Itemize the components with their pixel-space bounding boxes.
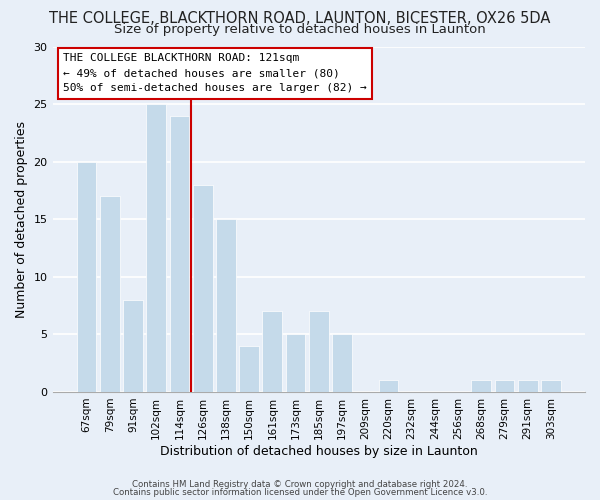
Bar xyxy=(146,104,166,392)
Bar xyxy=(518,380,538,392)
Bar xyxy=(541,380,561,392)
Bar xyxy=(170,116,190,392)
Text: Size of property relative to detached houses in Launton: Size of property relative to detached ho… xyxy=(114,22,486,36)
Text: Contains public sector information licensed under the Open Government Licence v3: Contains public sector information licen… xyxy=(113,488,487,497)
Bar xyxy=(309,312,329,392)
Bar xyxy=(77,162,97,392)
Text: Contains HM Land Registry data © Crown copyright and database right 2024.: Contains HM Land Registry data © Crown c… xyxy=(132,480,468,489)
Bar xyxy=(332,334,352,392)
Y-axis label: Number of detached properties: Number of detached properties xyxy=(15,120,28,318)
Bar xyxy=(262,312,282,392)
Bar xyxy=(193,184,212,392)
X-axis label: Distribution of detached houses by size in Launton: Distribution of detached houses by size … xyxy=(160,444,478,458)
Text: THE COLLEGE BLACKTHORN ROAD: 121sqm
← 49% of detached houses are smaller (80)
50: THE COLLEGE BLACKTHORN ROAD: 121sqm ← 49… xyxy=(63,54,367,93)
Bar xyxy=(472,380,491,392)
Bar xyxy=(379,380,398,392)
Bar xyxy=(123,300,143,392)
Bar xyxy=(100,196,119,392)
Bar xyxy=(216,219,236,392)
Text: THE COLLEGE, BLACKTHORN ROAD, LAUNTON, BICESTER, OX26 5DA: THE COLLEGE, BLACKTHORN ROAD, LAUNTON, B… xyxy=(49,11,551,26)
Bar xyxy=(494,380,514,392)
Bar xyxy=(239,346,259,392)
Bar xyxy=(286,334,305,392)
